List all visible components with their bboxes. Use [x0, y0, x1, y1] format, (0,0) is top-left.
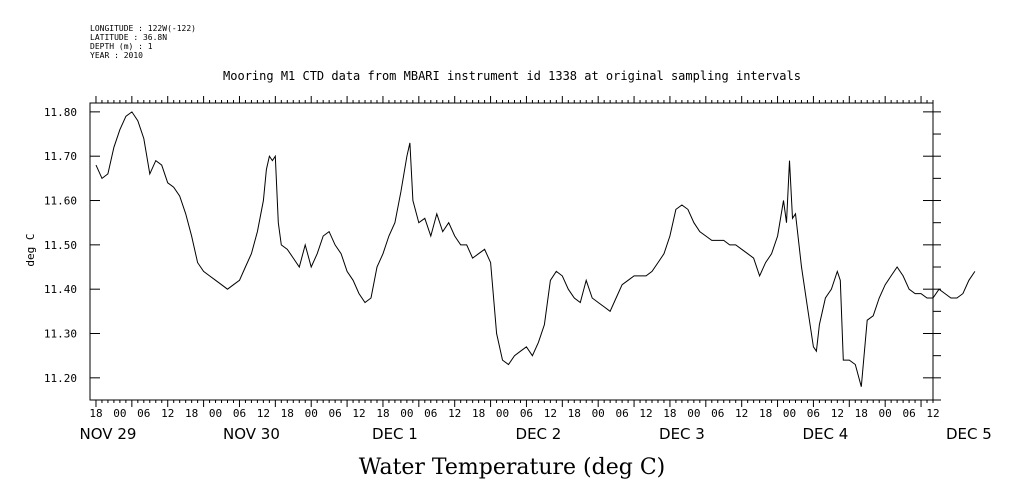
x-tick-label: 12 [926, 407, 939, 420]
x-tick-label: 06 [902, 407, 915, 420]
x-tick-label: 06 [137, 407, 150, 420]
x-tick-label: 12 [352, 407, 365, 420]
x-day-label: DEC 2 [516, 425, 562, 443]
x-tick-label: 06 [424, 407, 437, 420]
x-tick-label: 06 [615, 407, 628, 420]
y-tick-label: 11.50 [44, 239, 77, 252]
meta-year: YEAR : 2010 [90, 51, 143, 60]
x-tick-label: 18 [89, 407, 102, 420]
x-day-label: NOV 29 [80, 425, 137, 443]
x-tick-label: 18 [759, 407, 772, 420]
meta-depth: DEPTH (m) : 1 [90, 42, 153, 51]
x-tick-label: 00 [113, 407, 126, 420]
x-axis-label: Water Temperature (deg C) [359, 455, 666, 480]
x-tick-label: 12 [161, 407, 174, 420]
x-tick-label: 06 [233, 407, 246, 420]
x-day-label: DEC 1 [372, 425, 418, 443]
y-tick-label: 11.20 [44, 372, 77, 385]
x-tick-label: 06 [807, 407, 820, 420]
x-tick-label: 00 [783, 407, 796, 420]
x-tick-label: 00 [496, 407, 509, 420]
x-tick-label: 18 [855, 407, 868, 420]
x-tick-label: 06 [520, 407, 533, 420]
x-tick-label: 12 [735, 407, 748, 420]
x-tick-label: 18 [376, 407, 389, 420]
x-tick-label: 00 [879, 407, 892, 420]
y-tick-label: 11.60 [44, 195, 77, 208]
x-day-label: NOV 30 [223, 425, 280, 443]
x-tick-label: 06 [329, 407, 342, 420]
chart-title: Mooring M1 CTD data from MBARI instrumen… [223, 69, 801, 83]
x-tick-label: 18 [281, 407, 294, 420]
x-tick-label: 12 [448, 407, 461, 420]
x-tick-label: 00 [400, 407, 413, 420]
x-tick-label: 12 [257, 407, 270, 420]
x-day-label: DEC 5 [946, 425, 992, 443]
y-tick-label: 11.70 [44, 150, 77, 163]
x-tick-label: 18 [568, 407, 581, 420]
x-tick-label: 12 [831, 407, 844, 420]
x-tick-label: 18 [185, 407, 198, 420]
x-day-label: DEC 3 [659, 425, 705, 443]
x-tick-label: 00 [592, 407, 605, 420]
meta-latitude: LATITUDE : 36.8N [90, 33, 167, 42]
x-tick-label: 18 [663, 407, 676, 420]
x-day-label: DEC 4 [803, 425, 849, 443]
y-axis-label: deg C [24, 233, 37, 266]
plot-frame [89, 102, 934, 401]
x-tick-label: 00 [305, 407, 318, 420]
y-tick-label: 11.80 [44, 106, 77, 119]
x-tick-label: 12 [639, 407, 652, 420]
x-tick-label: 00 [687, 407, 700, 420]
x-tick-label: 12 [544, 407, 557, 420]
y-tick-label: 11.30 [44, 328, 77, 341]
y-tick-label: 11.40 [44, 283, 77, 296]
x-tick-label: 06 [711, 407, 724, 420]
x-tick-label: 00 [209, 407, 222, 420]
series-line [95, 111, 976, 387]
x-tick-label: 18 [472, 407, 485, 420]
meta-longitude: LONGITUDE : 122W(-122) [90, 24, 196, 33]
